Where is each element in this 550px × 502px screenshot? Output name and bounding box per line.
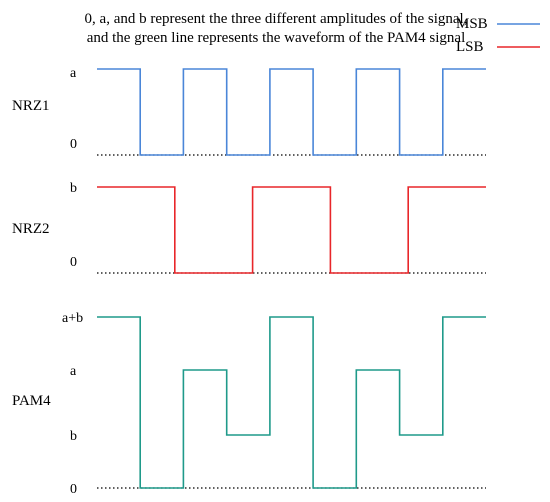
pam4-level-ab-label: a+b <box>62 311 83 326</box>
nrz2-panel: NRZ2 b 0 <box>12 181 486 274</box>
nrz2-label: NRZ2 <box>12 221 50 237</box>
legend-label-msb: MSB <box>456 16 488 32</box>
nrz1-panel: NRZ1 a 0 <box>12 66 486 156</box>
pam4-panel: PAM4 a+b a b 0 <box>12 311 486 497</box>
pam4-level-a-label: a <box>70 364 77 379</box>
pam4-level-b-label: b <box>70 429 77 444</box>
nrz1-level-a-label: a <box>70 66 77 81</box>
pam4-level-0-label: 0 <box>70 482 77 497</box>
pam4-label: PAM4 <box>12 393 51 409</box>
caption-line-1: 0, a, and b represent the three differen… <box>85 11 468 27</box>
nrz1-waveform <box>97 68 486 156</box>
nrz2-level-b-label: b <box>70 181 77 196</box>
nrz2-level-0-label: 0 <box>70 255 77 270</box>
pam4-waveform <box>97 316 486 489</box>
nrz2-waveform <box>97 186 486 274</box>
legend: MSB LSB <box>456 16 540 55</box>
nrz1-label: NRZ1 <box>12 98 50 114</box>
caption-line-2: and the green line represents the wavefo… <box>87 30 466 46</box>
nrz1-level-0-label: 0 <box>70 137 77 152</box>
legend-label-lsb: LSB <box>456 39 484 55</box>
